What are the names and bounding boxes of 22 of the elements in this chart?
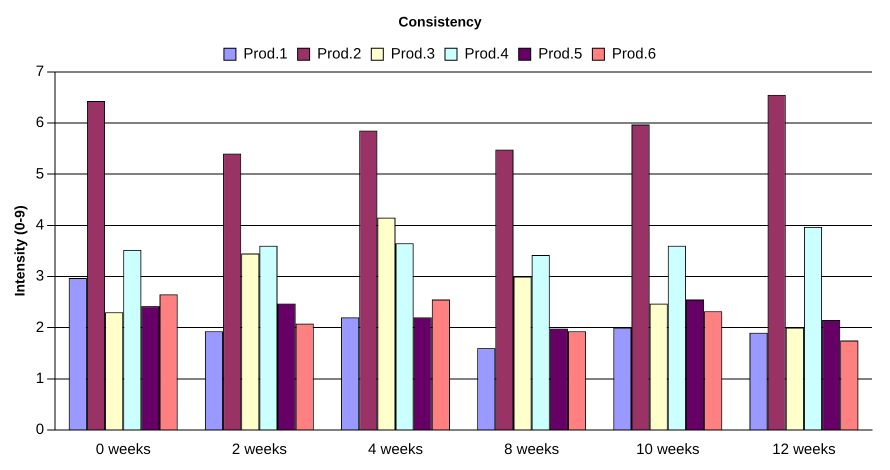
legend-label: Prod.3 [390,45,436,62]
x-tick-label: 10 weeks [636,441,700,458]
y-tick-label: 1 [36,370,44,387]
legend-label: Prod.2 [317,45,362,62]
y-tick-label: 7 [36,62,44,80]
legend-label: Prod.4 [464,45,509,62]
x-tick-label: 2 weeks [232,441,287,458]
x-tick-label: 0 weeks [96,441,151,458]
x-tick-label: 8 weeks [504,441,560,458]
y-tick-label: 6 [36,114,44,132]
y-tick-label: 5 [36,165,44,182]
legend-label: Prod.5 [538,45,582,62]
x-tick-label: 12 weeks [772,441,836,458]
x-tick-label: 4 weeks [368,441,424,458]
legend-label: Prod.6 [612,45,656,62]
y-tick-label: 4 [36,216,44,234]
chart-title: Consistency [398,13,482,30]
y-axis-title: Intensity (0-9) [11,205,28,296]
y-tick-label: 0 [36,421,44,438]
y-tick-label: 3 [36,268,44,285]
legend-label: Prod.1 [243,45,288,62]
y-tick-label: 2 [36,318,44,336]
